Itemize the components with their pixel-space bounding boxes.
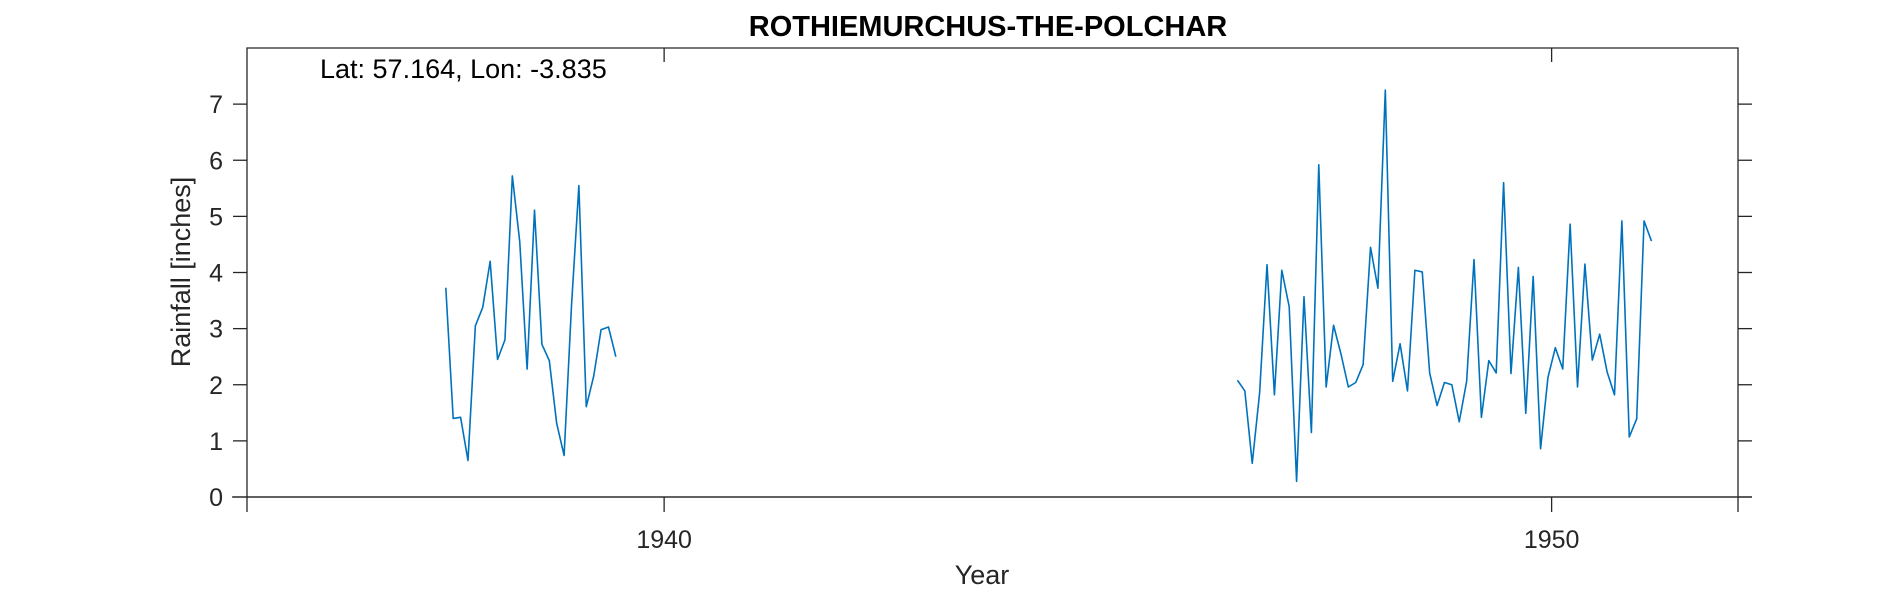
x-tick-label: 1950 bbox=[1524, 526, 1580, 554]
y-tick-label: 7 bbox=[209, 91, 223, 119]
plot-area: 0 1 2 3 4 5 6 7 1940 1950 bbox=[209, 47, 1752, 554]
y-ticks: 0 1 2 3 4 5 6 7 bbox=[209, 91, 1752, 512]
y-tick-label: 2 bbox=[209, 372, 223, 400]
axes-group bbox=[232, 47, 1752, 512]
location-annotation: Lat: 57.164, Lon: -3.835 bbox=[320, 54, 607, 84]
y-tick-label: 1 bbox=[209, 428, 223, 456]
y-tick-label: 3 bbox=[209, 316, 223, 344]
axes-box bbox=[246, 47, 1739, 498]
series-group bbox=[445, 89, 1653, 483]
chart-title: ROTHIEMURCHUS-THE-POLCHAR bbox=[749, 11, 1228, 43]
x-tick-label: 1940 bbox=[636, 526, 692, 554]
rainfall-series-segment-1 bbox=[445, 175, 617, 462]
rainfall-series-segment-2 bbox=[1236, 89, 1653, 483]
x-axis-label: Year bbox=[955, 560, 1010, 590]
y-tick-label: 6 bbox=[209, 147, 223, 175]
y-tick-label: 5 bbox=[209, 203, 223, 231]
y-tick-label: 0 bbox=[209, 484, 223, 512]
y-tick-label: 4 bbox=[209, 260, 223, 288]
y-axis-label: Rainfall [inches] bbox=[166, 177, 196, 368]
x-ticks: 1940 1950 bbox=[636, 48, 1579, 554]
